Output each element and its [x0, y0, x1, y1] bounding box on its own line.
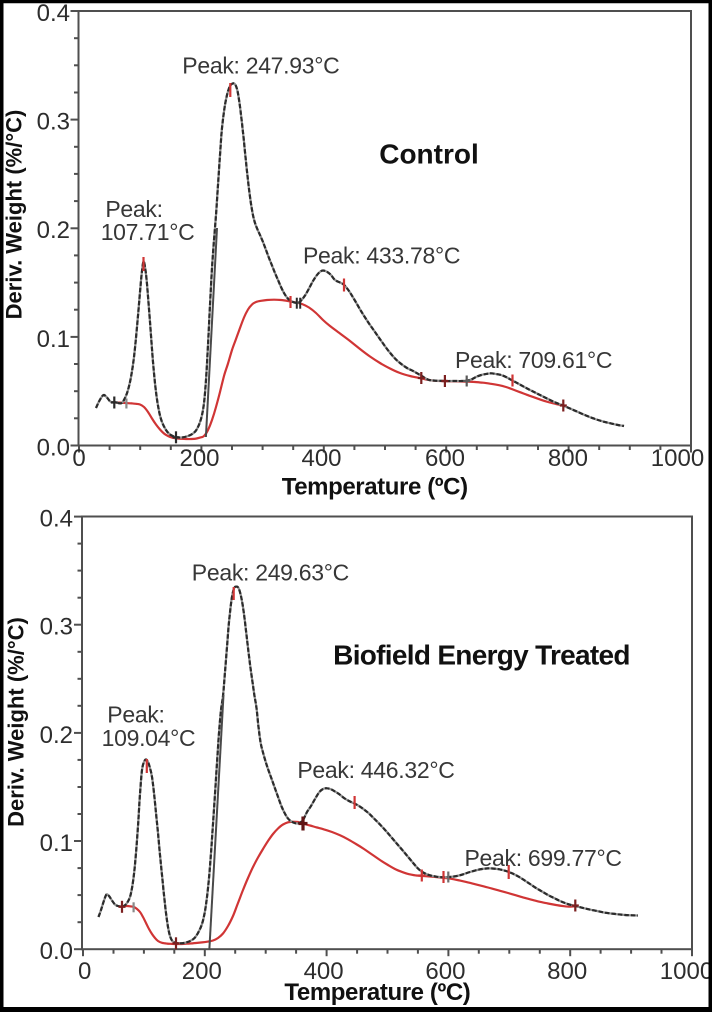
svg-text:Peak:: Peak:: [107, 702, 164, 728]
svg-text:Control: Control: [379, 138, 479, 169]
svg-text:400: 400: [301, 445, 341, 472]
svg-text:0.3: 0.3: [37, 109, 70, 136]
svg-text:600: 600: [425, 958, 465, 985]
svg-text:0: 0: [78, 958, 91, 985]
svg-text:Peak: 446.32°C: Peak: 446.32°C: [297, 757, 454, 783]
svg-text:800: 800: [547, 958, 587, 985]
svg-text:Peak:: Peak:: [105, 196, 162, 222]
svg-text:0.2: 0.2: [40, 722, 73, 749]
svg-text:Temperature (ºC): Temperature (ºC): [284, 979, 470, 1006]
svg-text:1000: 1000: [660, 958, 712, 985]
svg-text:0.0: 0.0: [40, 938, 73, 965]
svg-text:Peak: 249.63°C: Peak: 249.63°C: [192, 559, 349, 585]
svg-text:0.1: 0.1: [37, 326, 70, 353]
svg-text:200: 200: [182, 958, 222, 985]
svg-text:0.1: 0.1: [40, 830, 73, 857]
svg-text:0.4: 0.4: [37, 0, 70, 27]
svg-text:Peak: 709.61°C: Peak: 709.61°C: [455, 347, 612, 373]
svg-text:Deriv. Weight (%/°C): Deriv. Weight (%/°C): [4, 617, 29, 827]
svg-text:200: 200: [179, 445, 219, 472]
svg-text:Peak: 433.78°C: Peak: 433.78°C: [303, 243, 460, 269]
svg-text:107.71°C: 107.71°C: [101, 219, 195, 245]
svg-text:0.0: 0.0: [37, 435, 70, 462]
svg-text:400: 400: [304, 958, 344, 985]
svg-text:0.2: 0.2: [37, 217, 70, 244]
svg-text:Peak: 247.93°C: Peak: 247.93°C: [182, 53, 339, 79]
svg-text:109.04°C: 109.04°C: [102, 725, 196, 751]
svg-text:Peak: 699.77°C: Peak: 699.77°C: [465, 845, 622, 871]
svg-text:Temperature (ºC): Temperature (ºC): [282, 474, 468, 501]
svg-text:600: 600: [425, 445, 465, 472]
svg-text:Deriv. Weight (%/°C): Deriv. Weight (%/°C): [2, 110, 27, 320]
svg-text:0: 0: [72, 445, 85, 472]
svg-text:0.4: 0.4: [40, 506, 73, 533]
svg-text:0.3: 0.3: [40, 614, 73, 641]
svg-text:1000: 1000: [651, 445, 704, 472]
svg-text:800: 800: [548, 445, 588, 472]
svg-text:Biofield Energy Treated: Biofield Energy Treated: [333, 640, 630, 671]
